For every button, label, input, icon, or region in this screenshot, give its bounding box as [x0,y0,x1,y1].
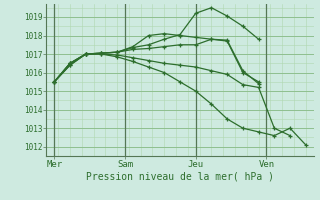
X-axis label: Pression niveau de la mer( hPa ): Pression niveau de la mer( hPa ) [86,172,274,182]
